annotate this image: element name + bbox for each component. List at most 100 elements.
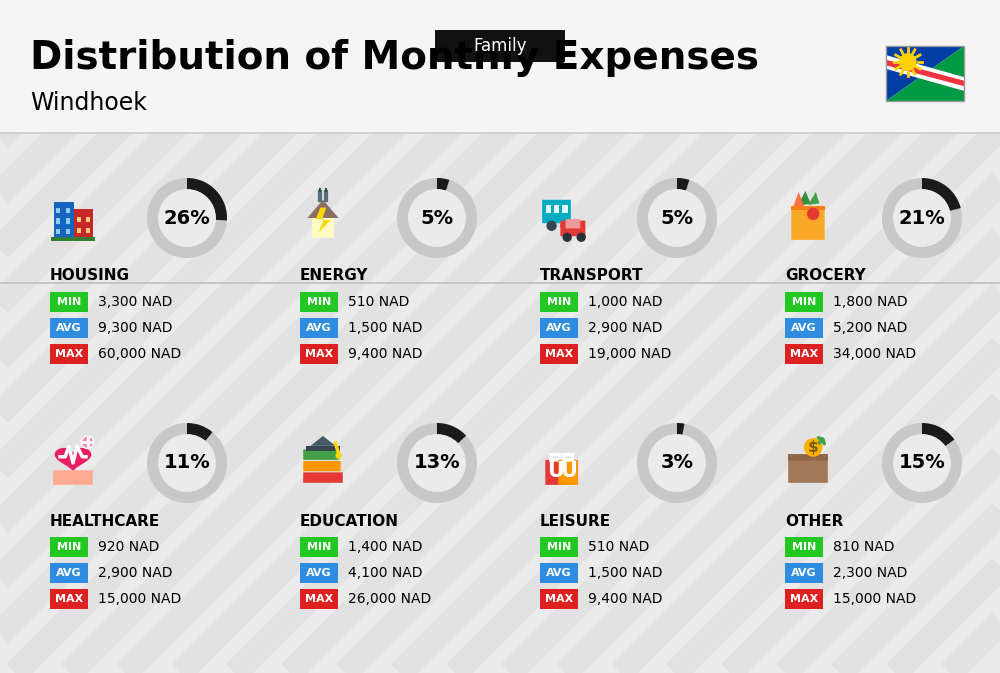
FancyBboxPatch shape [56, 208, 60, 213]
FancyBboxPatch shape [77, 217, 81, 222]
Text: U: U [547, 461, 564, 481]
Text: AVG: AVG [546, 323, 572, 333]
Text: HEALTHCARE: HEALTHCARE [50, 513, 160, 528]
FancyBboxPatch shape [785, 589, 823, 609]
Text: AVG: AVG [306, 568, 332, 578]
Circle shape [158, 434, 216, 492]
FancyBboxPatch shape [300, 537, 338, 557]
Wedge shape [437, 423, 466, 444]
Circle shape [546, 221, 557, 231]
Wedge shape [437, 178, 449, 190]
FancyBboxPatch shape [785, 537, 823, 557]
Text: MIN: MIN [57, 297, 81, 307]
Text: MAX: MAX [790, 349, 818, 359]
Text: 34,000 NAD: 34,000 NAD [833, 347, 916, 361]
Text: Family: Family [473, 37, 527, 55]
Polygon shape [316, 207, 330, 233]
FancyBboxPatch shape [540, 292, 578, 312]
Wedge shape [187, 178, 227, 221]
FancyBboxPatch shape [56, 229, 60, 234]
Text: TRANSPORT: TRANSPORT [540, 269, 644, 283]
Text: GROCERY: GROCERY [785, 269, 866, 283]
Circle shape [807, 207, 819, 220]
FancyBboxPatch shape [300, 563, 338, 583]
Text: 5%: 5% [420, 209, 454, 227]
FancyBboxPatch shape [325, 188, 327, 192]
Text: AVG: AVG [306, 323, 332, 333]
Text: 15,000 NAD: 15,000 NAD [833, 592, 916, 606]
Text: MIN: MIN [547, 297, 571, 307]
Text: 3%: 3% [660, 454, 694, 472]
Text: 510 NAD: 510 NAD [348, 295, 409, 309]
Text: $: $ [808, 440, 819, 455]
FancyBboxPatch shape [66, 219, 70, 223]
Text: 1,500 NAD: 1,500 NAD [348, 321, 422, 335]
Text: 2,900 NAD: 2,900 NAD [98, 566, 173, 580]
Text: AVG: AVG [791, 568, 817, 578]
Text: ENERGY: ENERGY [300, 269, 368, 283]
FancyBboxPatch shape [791, 206, 825, 210]
Wedge shape [882, 423, 962, 503]
Circle shape [648, 434, 706, 492]
FancyBboxPatch shape [303, 461, 341, 471]
Text: AVG: AVG [791, 323, 817, 333]
FancyBboxPatch shape [791, 206, 825, 240]
Wedge shape [637, 178, 717, 258]
Polygon shape [886, 60, 964, 86]
FancyBboxPatch shape [542, 200, 571, 223]
Text: 9,400 NAD: 9,400 NAD [588, 592, 662, 606]
FancyBboxPatch shape [66, 229, 70, 234]
Text: MAX: MAX [55, 349, 83, 359]
FancyBboxPatch shape [66, 208, 70, 213]
FancyBboxPatch shape [540, 344, 578, 364]
Text: U: U [560, 461, 577, 481]
Circle shape [408, 434, 466, 492]
Text: AVG: AVG [546, 568, 572, 578]
FancyBboxPatch shape [566, 219, 580, 228]
FancyBboxPatch shape [554, 205, 559, 213]
FancyBboxPatch shape [303, 450, 339, 460]
FancyBboxPatch shape [50, 344, 88, 364]
FancyBboxPatch shape [300, 318, 338, 338]
FancyBboxPatch shape [788, 454, 828, 483]
Circle shape [81, 436, 94, 448]
Text: HOUSING: HOUSING [50, 269, 130, 283]
FancyBboxPatch shape [785, 292, 823, 312]
Text: MIN: MIN [792, 297, 816, 307]
Text: 1,500 NAD: 1,500 NAD [588, 566, 662, 580]
Text: MIN: MIN [547, 542, 571, 552]
Wedge shape [637, 423, 717, 503]
Text: EDUCATION: EDUCATION [300, 513, 399, 528]
Text: 4,100 NAD: 4,100 NAD [348, 566, 422, 580]
FancyBboxPatch shape [0, 0, 1000, 133]
FancyBboxPatch shape [540, 318, 578, 338]
FancyBboxPatch shape [558, 460, 578, 485]
Polygon shape [886, 55, 964, 91]
Polygon shape [793, 192, 804, 206]
FancyBboxPatch shape [540, 537, 578, 557]
FancyBboxPatch shape [50, 292, 88, 312]
Polygon shape [886, 46, 964, 100]
Text: 26,000 NAD: 26,000 NAD [348, 592, 431, 606]
Text: AVG: AVG [56, 568, 82, 578]
Text: 1,800 NAD: 1,800 NAD [833, 295, 908, 309]
FancyBboxPatch shape [77, 228, 81, 234]
FancyBboxPatch shape [300, 589, 338, 609]
FancyBboxPatch shape [435, 30, 565, 62]
Wedge shape [147, 178, 227, 258]
FancyBboxPatch shape [56, 219, 60, 223]
Circle shape [335, 453, 342, 459]
Polygon shape [311, 436, 335, 446]
FancyBboxPatch shape [540, 563, 578, 583]
Text: MAX: MAX [305, 349, 333, 359]
FancyBboxPatch shape [560, 221, 585, 236]
FancyBboxPatch shape [50, 318, 88, 338]
Text: 26%: 26% [164, 209, 210, 227]
FancyBboxPatch shape [319, 188, 321, 192]
Text: 21%: 21% [899, 209, 945, 227]
Text: 810 NAD: 810 NAD [833, 540, 895, 554]
Text: MIN: MIN [307, 542, 331, 552]
Text: 1,000 NAD: 1,000 NAD [588, 295, 662, 309]
FancyBboxPatch shape [50, 563, 88, 583]
Text: AVG: AVG [56, 323, 82, 333]
